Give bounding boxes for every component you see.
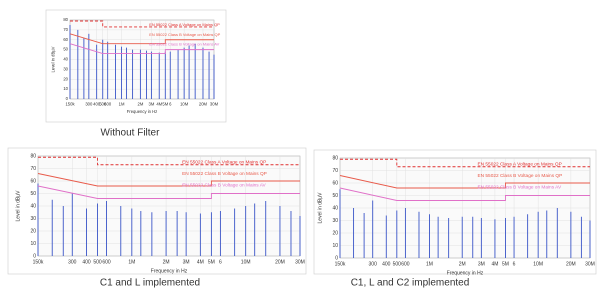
y-tick-label: 50	[63, 47, 68, 52]
x-tick-label: 600	[102, 259, 111, 265]
x-tick-label: 30M	[210, 101, 219, 106]
x-tick-label: 300	[85, 101, 93, 106]
y-tick-label: 40	[63, 57, 68, 62]
chart-caption: Without Filter	[101, 128, 161, 139]
y-tick-label: 80	[332, 155, 338, 161]
x-tick-label: 6	[513, 261, 516, 267]
x-tick-label: 150k	[335, 261, 346, 267]
x-tick-label: 150k	[33, 259, 44, 265]
x-tick-label: 400	[93, 101, 101, 106]
limit-label: EN 55022 Class B Voltage on Mains AV	[182, 182, 266, 188]
x-tick-label: 500	[93, 259, 102, 265]
x-tick-label: 4M	[156, 101, 162, 106]
x-tick-label: 3M	[149, 101, 155, 106]
limit-line	[339, 187, 590, 201]
x-tick-label: 30M	[295, 259, 305, 265]
limit-label: EN 55022 Class A Voltage on Mains QP	[478, 161, 562, 167]
y-tick-label: 0	[33, 253, 36, 259]
limit-line	[37, 185, 300, 199]
y-tick-label: 20	[30, 228, 36, 234]
y-tick-label: 30	[332, 218, 338, 224]
y-tick-label: 10	[63, 86, 68, 91]
x-tick-label: 3M	[478, 261, 485, 267]
x-axis-label: Frequency in Hz	[447, 270, 484, 276]
y-tick-label: 20	[332, 230, 338, 236]
x-tick-label: 5M	[502, 261, 509, 267]
x-tick-label: 4M	[197, 259, 204, 265]
limit-label: EN 55022 Class B Voltage on Mains AV	[149, 42, 219, 47]
limit-label: EN 55022 Class B Voltage on Mains QP	[149, 32, 220, 37]
y-axis-label: Level in dBµV	[15, 190, 21, 222]
y-tick-label: 70	[332, 168, 338, 174]
x-tick-label: 5M	[208, 259, 215, 265]
limit-label: EN 55022 Class B Voltage on Mains AV	[478, 184, 562, 190]
y-tick-label: 40	[332, 205, 338, 211]
x-tick-label: 600	[401, 261, 410, 267]
x-axis-label: Frequency in Hz	[127, 109, 158, 114]
limit-line	[69, 43, 214, 55]
y-tick-label: 20	[63, 76, 68, 81]
x-tick-label: 10M	[241, 259, 251, 265]
x-tick-label: 150k	[65, 101, 75, 106]
y-tick-label: 40	[30, 203, 36, 209]
x-tick-label: 300	[68, 259, 77, 265]
x-tick-label: 3M	[183, 259, 190, 265]
limit-label: EN 55022 Class A Voltage on Mains QP	[149, 22, 220, 27]
y-tick-label: 70	[30, 166, 36, 172]
x-tick-label: 400	[382, 261, 391, 267]
y-axis-label: Level in dBµV	[50, 46, 55, 72]
y-tick-label: 30	[30, 216, 36, 222]
y-tick-label: 80	[30, 153, 36, 159]
x-tick-label: 400	[82, 259, 91, 265]
x-tick-label: 6	[169, 101, 172, 106]
x-tick-label: 5M	[162, 101, 168, 106]
limit-label: EN 55022 Class B Voltage on Mains QP	[182, 171, 267, 177]
y-tick-label: 60	[63, 37, 68, 42]
y-tick-label: 50	[332, 193, 338, 199]
x-tick-label: 1M	[426, 261, 433, 267]
chart-caption: C1, L and C2 implemented	[351, 278, 470, 289]
y-tick-label: 30	[63, 66, 68, 71]
x-tick-label: 30M	[585, 261, 595, 267]
limit-line	[339, 175, 590, 189]
x-tick-label: 1M	[119, 101, 125, 106]
x-tick-label: 10M	[180, 101, 189, 106]
y-axis-label: Level in dBµV	[317, 192, 323, 224]
y-tick-label: 60	[332, 180, 338, 186]
limit-line	[70, 20, 214, 28]
x-tick-label: 2M	[163, 259, 170, 265]
x-tick-label: 1M	[128, 259, 135, 265]
y-tick-label: 70	[63, 27, 68, 32]
x-tick-label: 6	[219, 259, 222, 265]
y-tick-label: 0	[335, 255, 338, 261]
x-tick-label: 20M	[566, 261, 576, 267]
x-tick-label: 600	[104, 101, 112, 106]
x-tick-label: 2M	[137, 101, 143, 106]
chart-caption: C1 and L implemented	[100, 278, 200, 289]
limit-line	[37, 173, 300, 187]
x-tick-label: 2M	[459, 261, 466, 267]
limit-line	[340, 158, 590, 168]
limit-label: EN 55022 Class B Voltage on Mains QP	[478, 173, 563, 179]
x-tick-label: 20M	[275, 259, 285, 265]
x-tick-label: 4M	[491, 261, 498, 267]
x-tick-label: 500	[99, 101, 107, 106]
x-tick-label: 500	[393, 261, 402, 267]
limit-label: EN 55022 Class A Voltage on Mains QP	[182, 159, 266, 165]
x-tick-label: 10M	[533, 261, 543, 267]
y-tick-label: 60	[30, 178, 36, 184]
limit-line	[69, 33, 214, 45]
x-axis-label: Frequency in Hz	[151, 268, 188, 274]
y-tick-label: 10	[332, 243, 338, 249]
y-tick-label: 50	[30, 191, 36, 197]
y-tick-label: 10	[30, 241, 36, 247]
x-tick-label: 20M	[199, 101, 208, 106]
x-tick-label: 300	[369, 261, 378, 267]
y-tick-label: 80	[63, 17, 68, 22]
y-tick-label: 0	[66, 96, 69, 101]
